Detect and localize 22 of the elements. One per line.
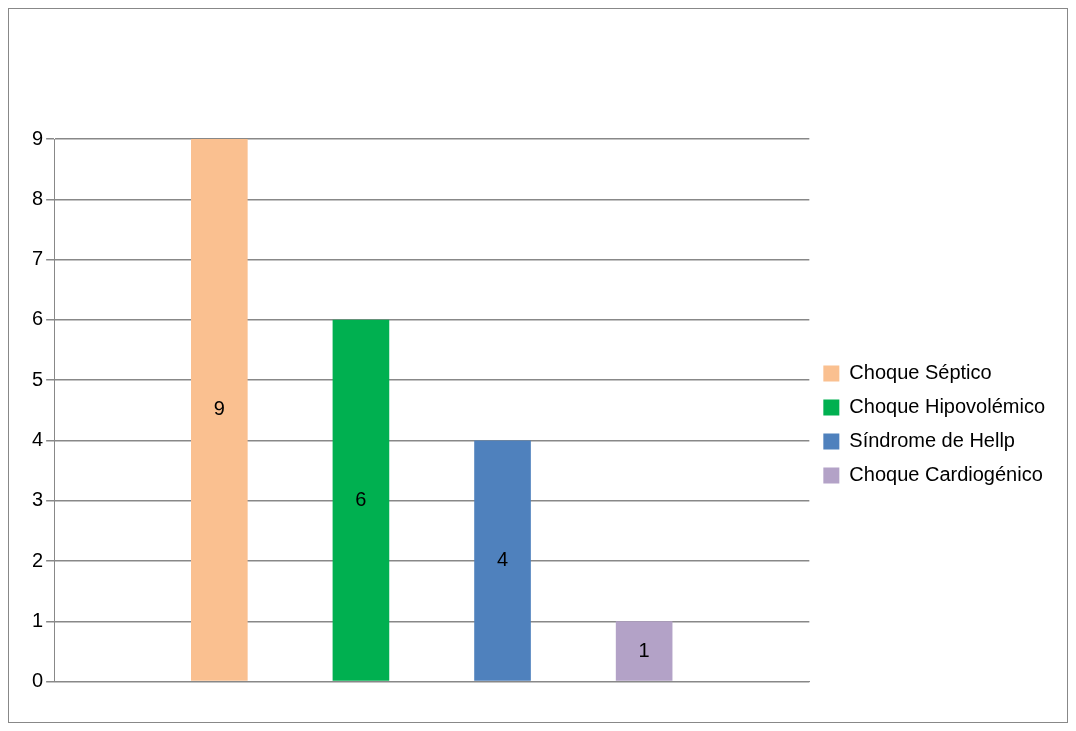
- y-tick-label: 7: [32, 247, 44, 270]
- data-label: 1: [638, 638, 650, 661]
- y-tick-label: 2: [32, 548, 44, 571]
- y-tick-label: 4: [32, 427, 44, 450]
- legend-label: Choque Hipovolémico: [849, 395, 1046, 418]
- legend-label: Síndrome de Hellp: [849, 429, 1015, 452]
- legend-label: Choque Cardiogénico: [849, 463, 1043, 486]
- y-tick-label: 1: [32, 608, 44, 631]
- y-tick-label: 5: [32, 367, 44, 390]
- y-tick-label: 0: [32, 669, 44, 692]
- legend-label: Choque Séptico: [849, 361, 992, 384]
- data-label: 6: [355, 487, 367, 510]
- y-tick-label: 3: [32, 488, 44, 511]
- bar: [474, 440, 531, 681]
- bar: [191, 139, 248, 681]
- y-tick-label: 9: [32, 126, 44, 149]
- bar: [332, 319, 390, 681]
- data-label: 9: [213, 397, 225, 420]
- data-label: 4: [496, 548, 509, 571]
- y-tick-label: 8: [32, 186, 44, 209]
- bar: [615, 621, 673, 681]
- y-tick-label: 6: [32, 307, 44, 330]
